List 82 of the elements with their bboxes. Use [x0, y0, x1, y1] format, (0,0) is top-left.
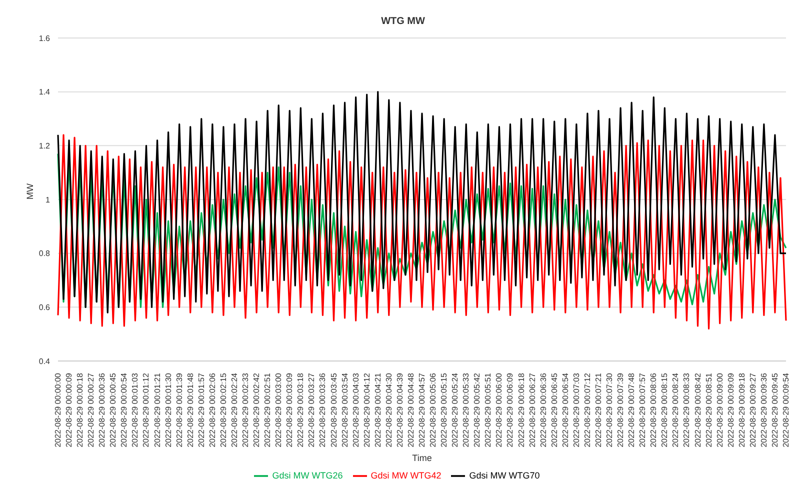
x-tick-label: 2022-08-29 00:05:06	[428, 372, 438, 448]
x-tick-label: 2022-08-29 00:02:33	[241, 372, 250, 448]
y-tick-label: 1	[46, 195, 51, 204]
chart-title: WTG MW	[381, 16, 426, 27]
x-tick-label: 2022-08-29 00:07:30	[605, 372, 614, 448]
x-tick-label: 2022-08-29 00:02:06	[208, 372, 217, 448]
x-tick-label: 2022-08-29 00:01:39	[174, 372, 184, 448]
x-tick-label: 2022-08-29 00:09:09	[726, 372, 736, 448]
x-tick-label: 2022-08-29 00:09:00	[715, 372, 724, 448]
x-tick-label: 2022-08-29 00:09:45	[770, 372, 780, 448]
x-tick-label: 2022-08-29 00:07:57	[638, 372, 648, 448]
x-tick-label: 2022-08-29 00:00:09	[64, 372, 74, 448]
x-tick-label: 2022-08-29 00:07:03	[572, 372, 581, 448]
legend-label: Gdsi MW WTG26	[272, 470, 343, 480]
x-tick-label: 2022-08-29 00:06:27	[528, 372, 537, 448]
x-tick-label: 2022-08-29 00:05:42	[472, 372, 482, 448]
x-tick-label: 2022-08-29 00:05:33	[462, 372, 471, 448]
x-tick-label: 2022-08-29 00:01:57	[196, 372, 206, 448]
line-series	[57, 91, 787, 314]
x-tick-label: 2022-08-29 00:06:00	[494, 372, 504, 448]
y-tick-label: 1.4	[38, 88, 51, 97]
x-tick-label: 2022-08-29 00:03:09	[285, 372, 294, 448]
x-tick-label: 2022-08-29 00:02:51	[263, 372, 272, 448]
x-tick-label: 2022-08-29 00:04:39	[395, 372, 404, 448]
x-tick-label: 2022-08-29 00:00:00	[54, 372, 62, 448]
x-tick-label: 2022-08-29 00:08:33	[682, 372, 692, 448]
y-tick-label: 0.4	[38, 356, 51, 366]
x-tick-label: 2022-08-29 00:08:51	[704, 372, 714, 448]
x-tick-label: 2022-08-29 00:08:06	[649, 372, 658, 448]
x-tick-label: 2022-08-29 00:06:09	[506, 372, 515, 448]
x-tick-label: 2022-08-29 00:00:18	[76, 372, 85, 448]
x-tick-label: 2022-08-29 00:09:27	[748, 372, 758, 448]
x-tick-label: 2022-08-29 00:07:12	[582, 372, 592, 448]
x-tick-label: 2022-08-29 00:04:12	[362, 372, 372, 448]
x-tick-label: 2022-08-29 00:00:54	[120, 372, 129, 448]
x-tick-label: 2022-08-29 00:08:24	[671, 372, 680, 448]
x-tick-label: 2022-08-29 00:04:48	[406, 372, 416, 448]
x-tick-label: 2022-08-29 00:07:21	[594, 372, 603, 448]
x-tick-label: 2022-08-29 00:09:36	[759, 372, 768, 448]
x-tick-label: 2022-08-29 00:03:36	[318, 372, 328, 448]
x-tick-label: 2022-08-29 00:01:03	[130, 372, 140, 448]
y-tick-label: 0.8	[38, 249, 51, 258]
x-tick-label: 2022-08-29 00:02:15	[218, 372, 228, 448]
x-tick-label: 2022-08-29 00:00:36	[98, 372, 107, 448]
x-tick-label: 2022-08-29 00:06:18	[516, 372, 526, 448]
x-tick-label: 2022-08-29 00:06:45	[550, 372, 559, 448]
x-tick-label: 2022-08-29 00:01:12	[142, 372, 151, 448]
x-tick-label: 2022-08-29 00:03:00	[274, 372, 284, 448]
x-tick-label: 2022-08-29 00:03:18	[296, 372, 306, 448]
x-tick-label: 2022-08-29 00:01:21	[152, 372, 162, 448]
x-tick-label: 2022-08-29 00:06:36	[538, 372, 548, 448]
x-tick-label: 2022-08-29 00:03:45	[329, 372, 338, 448]
x-tick-label: 2022-08-29 00:04:30	[384, 372, 394, 448]
x-tick-label: 2022-08-29 00:03:27	[307, 372, 316, 448]
x-tick-label: 2022-08-29 00:04:21	[373, 372, 382, 448]
x-tick-label: 2022-08-29 00:05:15	[440, 372, 449, 448]
legend-label: Gdsi MW WTG70	[469, 470, 540, 480]
x-tick-label: 2022-08-29 00:09:54	[782, 372, 790, 448]
x-tick-label: 2022-08-29 00:02:24	[230, 372, 239, 448]
x-tick-label: 2022-08-29 00:05:51	[484, 372, 493, 448]
x-axis-title: Time	[412, 453, 432, 463]
x-tick-label: 2022-08-29 00:04:57	[418, 372, 426, 448]
x-tick-label: 2022-08-29 00:05:24	[450, 372, 460, 448]
x-tick-label: 2022-08-29 00:06:54	[560, 372, 570, 448]
x-tick-label: 2022-08-29 00:07:39	[616, 372, 626, 448]
y-tick-label: 0.6	[38, 303, 51, 312]
y-axis-title: MW	[25, 183, 36, 200]
x-tick-label: 2022-08-29 00:03:54	[340, 372, 350, 448]
x-tick-label: 2022-08-29 00:04:03	[351, 372, 360, 448]
legend-label: Gdsi MW WTG42	[370, 470, 442, 480]
x-tick-label: 2022-08-29 00:00:45	[108, 372, 118, 448]
x-tick-label: 2022-08-29 00:08:42	[693, 372, 702, 448]
x-tick-label: 2022-08-29 00:01:30	[164, 372, 173, 448]
x-tick-label: 2022-08-29 00:00:27	[86, 372, 96, 448]
x-tick-label: 2022-08-29 00:02:42	[252, 372, 262, 448]
x-tick-label: 2022-08-29 00:08:15	[660, 372, 670, 448]
y-tick-label: 1.2	[38, 142, 51, 151]
x-tick-label: 2022-08-29 00:01:48	[186, 372, 195, 448]
line-series	[57, 134, 787, 330]
x-tick-label: 2022-08-29 00:09:18	[737, 372, 746, 448]
x-tick-label: 2022-08-29 00:07:48	[627, 372, 636, 448]
y-tick-label: 1.6	[38, 34, 51, 43]
